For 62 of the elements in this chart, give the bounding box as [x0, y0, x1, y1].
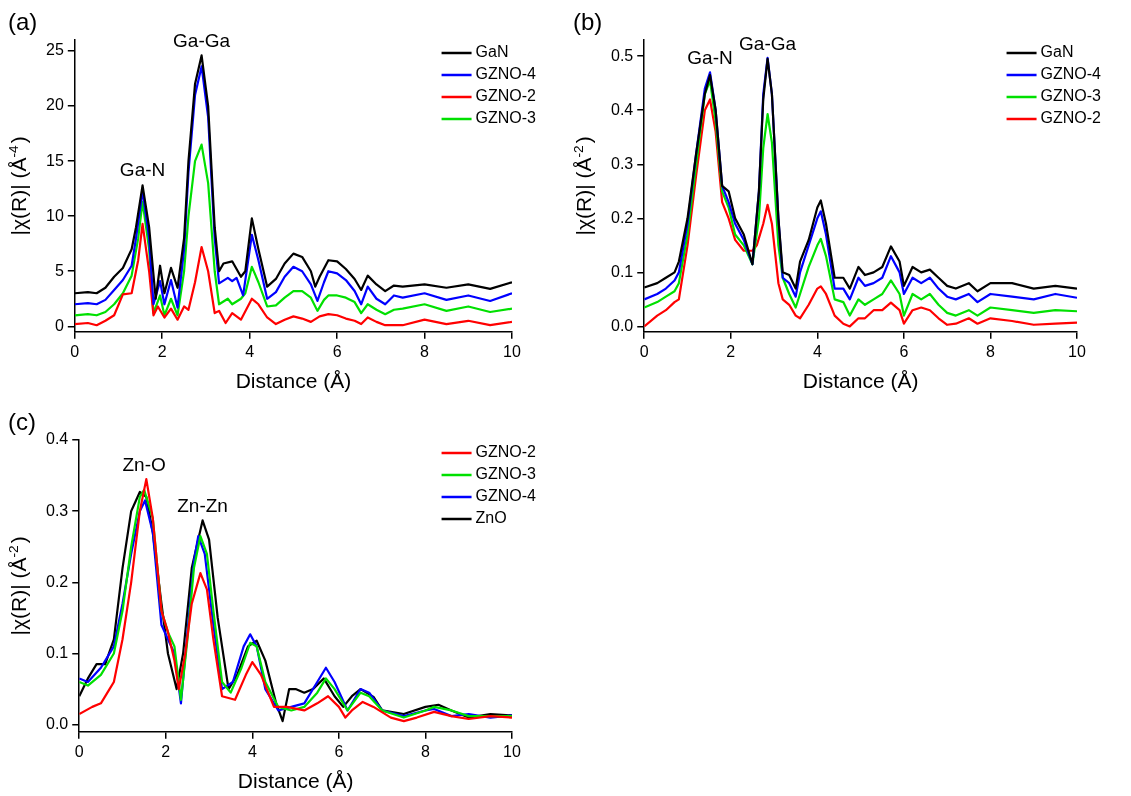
x-tick-label: 10: [1068, 342, 1086, 360]
x-tick-label: 6: [899, 342, 909, 360]
y-tick-label: 5: [54, 261, 64, 279]
x-tick-label: 4: [812, 342, 822, 360]
y-axis-title: |χ(R)| (Å-2): [5, 536, 30, 636]
annotation: Ga-Ga: [173, 30, 231, 52]
annotation: Ga-Ga: [739, 32, 797, 54]
legend-label: GZNO-3: [1040, 87, 1102, 105]
x-tick-label: 4: [247, 742, 257, 760]
y-tick-label: 0.1: [45, 643, 69, 661]
x-tick-label: 2: [161, 742, 171, 760]
x-tick-label: 10: [503, 742, 521, 760]
legend-label: GZNO-3: [475, 465, 537, 483]
legend-label: GaN: [1040, 43, 1074, 61]
y-tick-label: 0.5: [610, 46, 634, 64]
x-tick-label: 0: [639, 342, 649, 360]
y-tick-label: 0.4: [45, 430, 69, 448]
y-tick-label: 10: [46, 206, 64, 224]
y-tick-label: 0: [54, 316, 64, 334]
legend-label: GZNO-2: [475, 87, 537, 105]
legend-label: GaN: [475, 43, 509, 61]
x-tick-label: 0: [70, 342, 80, 360]
legend-label: GZNO-2: [475, 443, 537, 461]
legend-label: GZNO-4: [475, 65, 537, 83]
x-tick-label: 6: [332, 342, 342, 360]
annotation: Ga-N: [119, 159, 166, 181]
y-tick-label: 0.3: [610, 154, 634, 172]
y-tick-label: 0.4: [610, 100, 634, 118]
y-tick-label: 0.2: [610, 208, 634, 226]
y-tick-label: 0.2: [45, 572, 69, 590]
legend-label: GZNO-4: [475, 487, 537, 505]
y-tick-label: 20: [46, 96, 64, 114]
legend-label: ZnO: [475, 509, 507, 527]
legend-label: GZNO-4: [1040, 65, 1102, 83]
x-tick-label: 2: [157, 342, 167, 360]
x-tick-label: 8: [986, 342, 995, 360]
legend-label: GZNO-3: [475, 109, 537, 127]
x-tick-label: 8: [421, 742, 430, 760]
y-tick-label: 0.0: [610, 316, 634, 334]
y-tick-label: 0.3: [45, 501, 69, 519]
y-tick-label: 0.1: [610, 262, 634, 280]
x-tick-label: 0: [74, 742, 84, 760]
x-tick-label: 6: [334, 742, 344, 760]
y-tick-label: 25: [46, 41, 64, 59]
x-tick-label: 4: [245, 342, 255, 360]
annotation: Ga-N: [687, 47, 733, 69]
x-axis-title: Distance (Å): [237, 769, 354, 792]
x-axis-title: Distance (Å): [802, 369, 919, 392]
y-axis-title: |χ(R)| (Å-2): [570, 136, 595, 236]
chart-title: (b): [573, 8, 603, 35]
chart-title: (c): [8, 408, 36, 435]
chart-title: (a): [8, 8, 38, 35]
x-tick-label: 8: [420, 342, 430, 360]
x-axis-title: Distance (Å): [235, 369, 352, 392]
y-tick-label: 15: [46, 151, 64, 169]
legend-label: GZNO-2: [1040, 109, 1102, 127]
annotation: Zn-Zn: [177, 495, 228, 517]
x-tick-label: 2: [726, 342, 736, 360]
x-tick-label: 10: [503, 342, 521, 360]
annotation: Zn-O: [122, 454, 166, 476]
y-axis-title: |χ(R)| (Å-4): [5, 136, 30, 236]
y-tick-label: 0.0: [45, 715, 69, 733]
